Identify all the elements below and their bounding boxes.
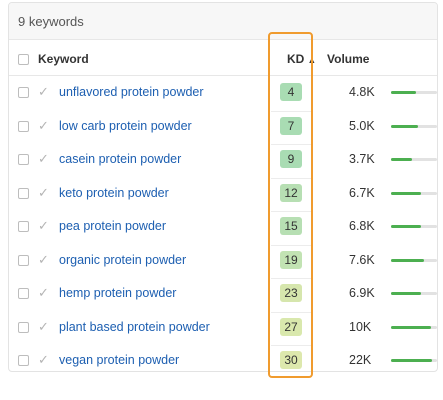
kd-column-highlight [268, 32, 313, 378]
keywords-panel: 9 keywords Keyword KD ▲ Volume ✓ unflavore… [8, 2, 438, 372]
volume-bar-fill [391, 325, 431, 329]
keyword-link[interactable]: organic protein powder [59, 252, 187, 267]
kd-badge: 9 [280, 150, 302, 168]
kd-row-divider [271, 110, 312, 112]
table-row: ✓ hemp protein powder 23 6.9K [9, 276, 437, 310]
table-header: Keyword KD ▲ Volume [9, 39, 437, 76]
volume-bar-fill [391, 359, 432, 362]
volume-bar [391, 258, 437, 262]
volume-column-header[interactable]: Volume [327, 52, 370, 66]
kd-row-divider [271, 278, 312, 279]
volume-bar-fill [391, 124, 418, 128]
keyword-link[interactable]: keto protein powder [59, 185, 169, 200]
keyword-link[interactable]: unflavored protein powder [59, 85, 204, 99]
row-checkbox[interactable] [18, 321, 29, 333]
volume-bar-fill [391, 258, 424, 262]
kd-row-divider [271, 345, 312, 346]
kd-badge: 23 [280, 284, 302, 302]
keyword-link[interactable]: casein protein powder [59, 152, 182, 166]
volume-bar [391, 292, 437, 295]
volume-bar [391, 91, 437, 94]
kd-row-divider [271, 177, 312, 179]
volume-bar-fill [391, 158, 412, 161]
keyword-column-header[interactable]: Keyword [38, 52, 89, 66]
table-row: ✓ vegan protein powder 30 22K [9, 343, 437, 371]
checkmark-icon: ✓ [38, 151, 49, 166]
volume-value: 10K [349, 319, 372, 334]
kd-row-divider [271, 244, 312, 246]
checkmark-icon: ✓ [38, 117, 49, 133]
volume-bar-fill [391, 292, 421, 295]
kd-badge: 27 [280, 317, 302, 336]
table-row: ✓ low carb protein powder 7 5.0K [9, 109, 437, 143]
volume-value: 6.7K [349, 185, 375, 200]
keyword-link[interactable]: vegan protein powder [59, 353, 180, 367]
volume-bar [391, 158, 437, 161]
keyword-link[interactable]: hemp protein powder [59, 286, 177, 300]
kd-row-divider [271, 311, 312, 313]
keyword-count-title: 9 keywords [18, 14, 84, 29]
table-row: ✓ organic protein powder 19 7.6K [9, 243, 437, 277]
checkmark-icon: ✓ [38, 318, 49, 334]
kd-header-label: KD [287, 52, 305, 66]
kd-row-divider [271, 211, 312, 212]
volume-value: 5.0K [349, 118, 375, 133]
volume-bar [391, 124, 437, 128]
kd-badge: 19 [280, 250, 302, 269]
keyword-link[interactable]: pea protein powder [59, 219, 167, 233]
row-checkbox[interactable] [18, 221, 29, 232]
volume-bar [391, 359, 437, 362]
table-row: ✓ plant based protein powder 27 10K [9, 310, 437, 344]
row-checkbox[interactable] [18, 154, 29, 165]
table-row: ✓ keto protein powder 12 6.7K [9, 176, 437, 210]
row-checkbox[interactable] [18, 355, 29, 366]
kd-badge: 15 [280, 217, 302, 235]
volume-value: 6.8K [349, 219, 375, 233]
row-checkbox[interactable] [18, 120, 29, 132]
volume-bar [391, 325, 437, 329]
volume-value: 22K [349, 353, 372, 367]
volume-value: 6.9K [349, 286, 375, 300]
row-checkbox[interactable] [18, 187, 29, 199]
kd-badge: 30 [280, 351, 302, 369]
volume-bar [391, 225, 437, 228]
row-checkbox[interactable] [18, 87, 29, 98]
checkmark-icon: ✓ [38, 84, 49, 99]
table-row: ✓ unflavored protein powder 4 4.8K [9, 75, 437, 109]
kd-badge: 4 [280, 83, 302, 101]
table-row: ✓ casein protein powder 9 3.7K [9, 142, 437, 176]
checkmark-icon: ✓ [38, 184, 49, 200]
volume-bar-fill [391, 91, 416, 94]
keyword-link[interactable]: low carb protein powder [59, 118, 192, 133]
checkmark-icon: ✓ [38, 352, 49, 367]
checkmark-icon: ✓ [38, 285, 49, 300]
kd-badge: 12 [280, 183, 302, 202]
volume-value: 4.8K [349, 85, 375, 99]
table-row: ✓ pea protein powder 15 6.8K [9, 209, 437, 243]
checkmark-icon: ✓ [38, 251, 49, 267]
keyword-link[interactable]: plant based protein powder [59, 319, 210, 334]
volume-value: 7.6K [349, 252, 375, 267]
checkmark-icon: ✓ [38, 218, 49, 233]
kd-badge: 7 [280, 116, 302, 135]
row-checkbox[interactable] [18, 254, 29, 266]
kd-row-divider [271, 144, 312, 145]
row-checkbox[interactable] [18, 288, 29, 299]
select-all-checkbox[interactable] [18, 54, 29, 65]
volume-bar-fill [391, 225, 421, 228]
panel-header: 9 keywords [9, 3, 437, 40]
volume-bar-fill [391, 191, 421, 195]
volume-value: 3.7K [349, 152, 375, 166]
volume-bar [391, 191, 437, 195]
